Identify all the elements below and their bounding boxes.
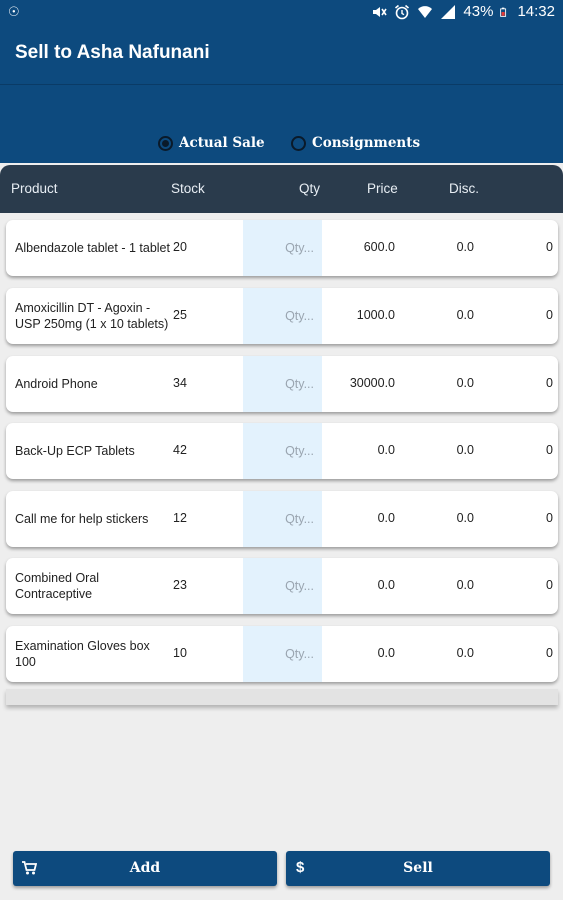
stock-value: 25: [173, 308, 187, 322]
radio-unchecked-icon: [291, 135, 306, 151]
price-value: 0.0: [377, 443, 395, 457]
sale-type-selector: Actual Sale Consignments: [0, 135, 563, 157]
stock-value: 12: [173, 511, 187, 525]
signal-icon: [441, 4, 456, 19]
total-value: 0: [546, 443, 553, 457]
mute-icon: [373, 6, 388, 17]
product-name: Back-Up ECP Tablets: [15, 444, 135, 458]
table-row: Call me for help stickers 12 0.0 0.0 0: [6, 491, 558, 547]
table-row: Combined Oral Contraceptive 23 0.0 0.0 0: [6, 558, 558, 614]
battery-icon: [500, 7, 507, 17]
price-value: 0.0: [377, 578, 395, 592]
qty-input[interactable]: [243, 558, 322, 614]
discount-value: 0.0: [456, 376, 474, 390]
table-row: Android Phone 34 30000.0 0.0 0: [6, 356, 558, 412]
radio-checked-icon: [158, 135, 173, 151]
sell-button[interactable]: $ Sell: [286, 851, 550, 886]
column-header-price: Price: [367, 181, 398, 196]
total-value: 0: [546, 511, 553, 525]
clock: 14:32: [517, 3, 555, 20]
discount-value: 0.0: [456, 511, 474, 525]
stock-value: 20: [173, 240, 187, 254]
qty-input[interactable]: [243, 288, 322, 344]
add-button[interactable]: Add: [13, 851, 277, 886]
product-name: Android Phone: [15, 377, 98, 391]
column-header-stock: Stock: [171, 181, 205, 196]
product-name: Call me for help stickers: [15, 512, 149, 526]
stock-value: 10: [173, 646, 187, 660]
stock-value: 34: [173, 376, 187, 390]
qty-input[interactable]: [243, 220, 322, 276]
price-value: 1000.0: [356, 308, 395, 322]
table-row: Amoxicillin DT - Agoxin - USP 250mg (1 x…: [6, 288, 558, 344]
discount-value: 0.0: [456, 646, 474, 660]
radio-consignments-label: Consignments: [312, 135, 421, 151]
alarm-icon: [395, 4, 410, 19]
cart-icon: [22, 861, 37, 875]
product-name: Amoxicillin DT - Agoxin - USP 250mg (1 x…: [15, 301, 169, 331]
discount-value: 0.0: [456, 240, 474, 254]
product-name: Examination Gloves box 100: [15, 639, 150, 669]
total-value: 0: [546, 308, 553, 322]
table-row: Examination Gloves box 100 10 0.0 0.0 0: [6, 626, 558, 682]
total-value: 0: [546, 240, 553, 254]
total-value: 0: [546, 578, 553, 592]
column-header-disc: Disc.: [449, 181, 479, 196]
table-header: Product Stock Qty Price Disc.: [0, 165, 563, 213]
status-bar: ☉ 43% 14:32: [0, 0, 563, 26]
stock-value: 23: [173, 578, 187, 592]
price-value: 0.0: [377, 511, 395, 525]
product-name: Albendazole tablet - 1 tablet: [15, 241, 170, 255]
total-value: 0: [546, 376, 553, 390]
dollar-icon: $: [296, 859, 305, 876]
battery-percent: 43%: [463, 3, 494, 20]
stock-value: 42: [173, 443, 187, 457]
radio-actual-sale-label: Actual Sale: [179, 135, 265, 151]
qty-input[interactable]: [243, 491, 322, 547]
app-notification-icon: ☉: [8, 4, 20, 19]
product-name: Combined Oral Contraceptive: [15, 571, 100, 601]
price-value: 0.0: [377, 646, 395, 660]
discount-value: 0.0: [456, 578, 474, 592]
column-header-qty: Qty: [299, 181, 321, 196]
sell-button-label: Sell: [403, 860, 433, 876]
radio-actual-sale[interactable]: Actual Sale: [158, 135, 265, 151]
price-value: 600.0: [363, 240, 395, 254]
list-footer-divider: [6, 689, 558, 705]
price-value: 30000.0: [349, 376, 395, 390]
wifi-icon: [418, 5, 433, 18]
table-row: Back-Up ECP Tablets 42 0.0 0.0 0: [6, 423, 558, 479]
qty-input[interactable]: [243, 626, 322, 682]
qty-input[interactable]: [243, 356, 322, 412]
radio-consignments[interactable]: Consignments: [291, 135, 420, 151]
app-bar: Sell to Asha Nafunani: [0, 26, 563, 85]
qty-input[interactable]: [243, 423, 322, 479]
page-title: Sell to Asha Nafunani: [15, 42, 210, 63]
add-button-label: Add: [129, 860, 161, 876]
discount-value: 0.0: [456, 443, 474, 457]
header-extension: [0, 85, 563, 163]
column-header-product: Product: [11, 181, 58, 196]
table-row: Albendazole tablet - 1 tablet 20 600.0 0…: [6, 220, 558, 276]
discount-value: 0.0: [456, 308, 474, 322]
total-value: 0: [546, 646, 553, 660]
